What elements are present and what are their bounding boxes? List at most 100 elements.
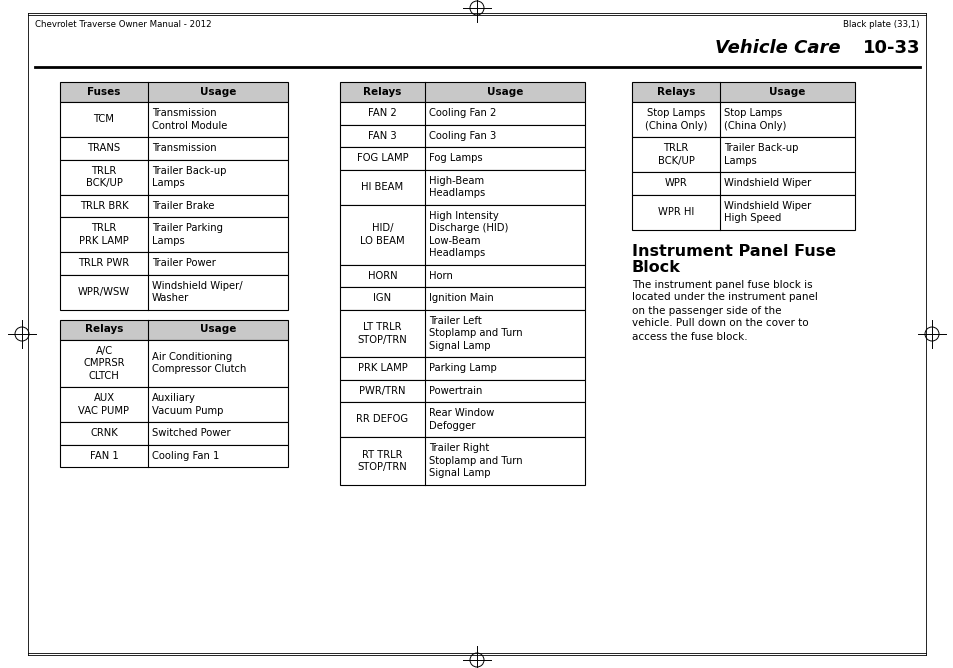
- Text: FAN 1: FAN 1: [90, 451, 118, 461]
- Text: VAC PUMP: VAC PUMP: [78, 405, 130, 415]
- Text: Lamps: Lamps: [723, 156, 756, 166]
- Text: Parking Lamp: Parking Lamp: [429, 363, 497, 373]
- Text: vehicle. Pull down on the cover to: vehicle. Pull down on the cover to: [631, 319, 808, 329]
- Text: Washer: Washer: [152, 293, 189, 303]
- Text: Low-Beam: Low-Beam: [429, 236, 480, 246]
- Text: Lamps: Lamps: [152, 236, 185, 246]
- Text: Vacuum Pump: Vacuum Pump: [152, 405, 223, 415]
- Text: AUX: AUX: [93, 393, 114, 403]
- Text: Relays: Relays: [363, 87, 401, 97]
- Text: TRLR PWR: TRLR PWR: [78, 259, 130, 269]
- Bar: [60, 422, 288, 444]
- Text: TRANS: TRANS: [88, 143, 120, 153]
- Text: Instrument Panel Fuse: Instrument Panel Fuse: [631, 244, 835, 259]
- Text: Usage: Usage: [486, 87, 522, 97]
- Text: Signal Lamp: Signal Lamp: [429, 341, 490, 351]
- Text: HI BEAM: HI BEAM: [361, 182, 403, 192]
- Bar: [339, 124, 584, 147]
- Bar: [60, 82, 288, 102]
- Text: A/C: A/C: [95, 346, 112, 356]
- Bar: [60, 252, 288, 275]
- Text: Discharge (HID): Discharge (HID): [429, 223, 508, 233]
- Text: TRLR BRK: TRLR BRK: [80, 201, 128, 210]
- Text: Cooling Fan 2: Cooling Fan 2: [429, 108, 496, 118]
- Text: Windshield Wiper: Windshield Wiper: [723, 178, 810, 188]
- Text: Trailer Brake: Trailer Brake: [152, 201, 214, 210]
- Text: Headlamps: Headlamps: [429, 248, 485, 259]
- Bar: [339, 402, 584, 437]
- Text: TRLR: TRLR: [91, 166, 116, 176]
- Bar: [60, 339, 288, 387]
- Text: WPR: WPR: [664, 178, 687, 188]
- Text: HORN: HORN: [367, 271, 396, 281]
- Text: HID/: HID/: [372, 223, 393, 233]
- Text: The instrument panel fuse block is: The instrument panel fuse block is: [631, 279, 812, 289]
- Text: Chevrolet Traverse Owner Manual - 2012: Chevrolet Traverse Owner Manual - 2012: [35, 20, 212, 29]
- Bar: [339, 204, 584, 265]
- Text: Compressor Clutch: Compressor Clutch: [152, 365, 246, 375]
- Text: Rear Window: Rear Window: [429, 408, 494, 418]
- Text: Usage: Usage: [199, 87, 236, 97]
- Text: Relays: Relays: [85, 325, 123, 335]
- Text: Trailer Parking: Trailer Parking: [152, 223, 223, 233]
- Text: Fuses: Fuses: [88, 87, 121, 97]
- Text: Stop Lamps: Stop Lamps: [646, 108, 704, 118]
- Text: Vehicle Care: Vehicle Care: [714, 39, 840, 57]
- Text: Transmission: Transmission: [152, 143, 216, 153]
- Text: (China Only): (China Only): [644, 121, 706, 131]
- Text: Block: Block: [631, 259, 680, 275]
- Text: Auxiliary: Auxiliary: [152, 393, 195, 403]
- Text: Fog Lamps: Fog Lamps: [429, 153, 482, 163]
- Bar: [60, 275, 288, 309]
- Text: PRK LAMP: PRK LAMP: [79, 236, 129, 246]
- Text: Powertrain: Powertrain: [429, 385, 482, 395]
- Text: RT TRLR: RT TRLR: [362, 450, 402, 460]
- Text: Usage: Usage: [768, 87, 805, 97]
- Text: PRK LAMP: PRK LAMP: [357, 363, 407, 373]
- Text: located under the instrument panel: located under the instrument panel: [631, 293, 817, 303]
- Bar: [631, 82, 854, 102]
- Text: Relays: Relays: [656, 87, 695, 97]
- Text: Headlamps: Headlamps: [429, 188, 485, 198]
- Text: RR DEFOG: RR DEFOG: [356, 415, 408, 424]
- Text: FAN 2: FAN 2: [368, 108, 396, 118]
- Text: on the passenger side of the: on the passenger side of the: [631, 305, 781, 315]
- Text: WPR/WSW: WPR/WSW: [78, 287, 130, 297]
- Text: Defogger: Defogger: [429, 421, 475, 431]
- Text: Windshield Wiper/: Windshield Wiper/: [152, 281, 242, 291]
- Text: Ignition Main: Ignition Main: [429, 293, 494, 303]
- Text: Control Module: Control Module: [152, 121, 227, 131]
- Bar: [631, 102, 854, 137]
- Bar: [60, 319, 288, 339]
- Text: Cooling Fan 3: Cooling Fan 3: [429, 131, 496, 141]
- Bar: [60, 217, 288, 252]
- Text: CRNK: CRNK: [90, 428, 118, 438]
- Text: CLTCH: CLTCH: [89, 371, 119, 381]
- Text: STOP/TRN: STOP/TRN: [357, 335, 407, 345]
- Text: Air Conditioning: Air Conditioning: [152, 352, 232, 362]
- Bar: [339, 309, 584, 357]
- Text: Stop Lamps: Stop Lamps: [723, 108, 781, 118]
- Bar: [339, 82, 584, 102]
- Bar: [339, 265, 584, 287]
- Bar: [60, 444, 288, 467]
- Bar: [339, 170, 584, 204]
- Bar: [60, 160, 288, 194]
- Bar: [60, 387, 288, 422]
- Text: Windshield Wiper: Windshield Wiper: [723, 201, 810, 210]
- Bar: [339, 357, 584, 379]
- Text: Switched Power: Switched Power: [152, 428, 231, 438]
- Bar: [631, 172, 854, 194]
- Text: Trailer Back-up: Trailer Back-up: [723, 143, 798, 153]
- Text: BCK/UP: BCK/UP: [86, 178, 122, 188]
- Text: STOP/TRN: STOP/TRN: [357, 462, 407, 472]
- Text: Trailer Right: Trailer Right: [429, 444, 489, 454]
- Text: WPR HI: WPR HI: [658, 207, 694, 217]
- Text: BCK/UP: BCK/UP: [657, 156, 694, 166]
- Bar: [339, 379, 584, 402]
- Text: High Speed: High Speed: [723, 213, 781, 223]
- Bar: [339, 437, 584, 484]
- Bar: [60, 102, 288, 137]
- Bar: [60, 137, 288, 160]
- Text: Usage: Usage: [199, 325, 236, 335]
